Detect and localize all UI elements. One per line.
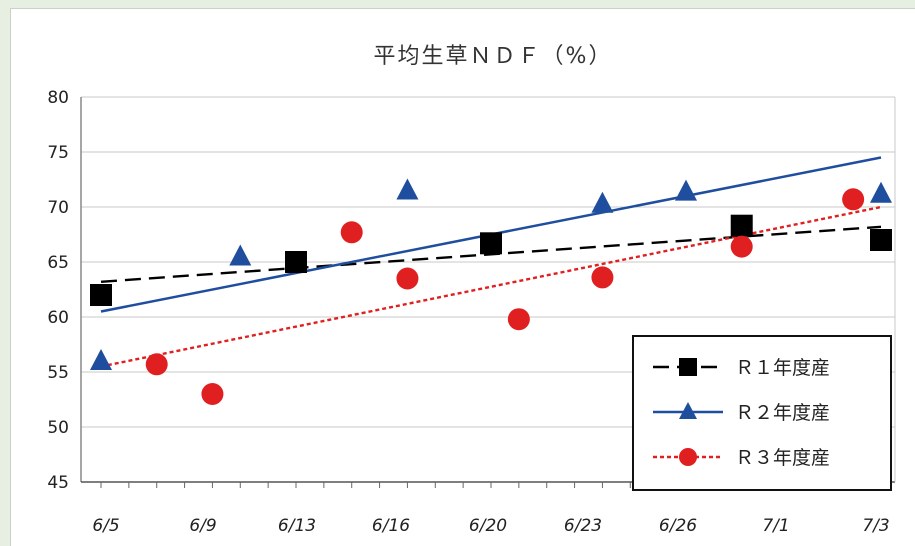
x-tick-label: 7/1: [762, 516, 789, 536]
data-point-square: [90, 284, 112, 306]
data-point-triangle: [870, 181, 892, 203]
chart-svg: 平均生草ＮＤＦ（%） 80 75 70 65 60 55 50 45 6/5 6/9 6/13 6/1…: [47, 44, 896, 536]
data-point-triangle: [229, 244, 252, 266]
x-tick-label: 6/20: [469, 516, 507, 536]
y-tick-label: 65: [47, 253, 69, 273]
y-tick-label: 60: [47, 308, 69, 328]
data-point-circle: [396, 267, 419, 290]
data-point-triangle: [675, 179, 697, 201]
y-tick-label: 45: [47, 473, 69, 493]
marker-layer: [90, 178, 892, 405]
data-point-square: [285, 251, 307, 273]
legend-label-series-1: Ｒ１年度産: [735, 357, 830, 379]
x-tick-label: 6/5: [92, 516, 119, 536]
data-point-circle: [842, 188, 865, 211]
x-tick-label: 6/26: [659, 516, 697, 536]
data-point-triangle: [396, 178, 419, 200]
legend-label-series-2: Ｒ２年度産: [735, 402, 830, 424]
data-point-circle: [340, 221, 363, 244]
chart-title: 平均生草ＮＤＦ（%）: [374, 44, 613, 69]
legend: Ｒ１年度産 Ｒ２年度産 Ｒ３年度産: [632, 335, 892, 491]
x-tick-label: 6/23: [564, 516, 602, 536]
x-tick-label: 6/16: [372, 516, 410, 536]
x-tick-label: 6/9: [189, 516, 216, 536]
data-point-square: [730, 214, 753, 237]
y-tick-label: 75: [47, 143, 69, 163]
data-point-triangle: [90, 349, 112, 370]
data-point-circle: [145, 353, 168, 376]
x-tick-label: 7/3: [862, 516, 889, 536]
legend-items: Ｒ１年度産 Ｒ２年度産 Ｒ３年度産: [653, 357, 830, 469]
y-tick-label: 55: [47, 363, 69, 383]
data-point-triangle: [591, 191, 614, 213]
data-point-square: [870, 229, 892, 251]
data-point-square: [480, 232, 502, 255]
y-tick-label: 80: [47, 88, 69, 108]
x-tick-label: 6/13: [278, 516, 316, 536]
data-point-circle: [507, 308, 530, 331]
y-tick-label: 70: [47, 198, 69, 218]
chart-frame: 平均生草ＮＤＦ（%） 80 75 70 65 60 55 50 45 6/5 6/9 6/13 6/1…: [10, 8, 915, 546]
data-point-circle: [730, 235, 753, 258]
data-point-circle: [201, 383, 224, 405]
axis-layer: 80 75 70 65 60 55 50 45 6/5 6/9 6/13 6/16 6/20 6/23 6/…: [47, 88, 896, 536]
legend-marker-square: [679, 358, 697, 376]
y-tick-label: 50: [47, 418, 69, 438]
legend-marker-triangle: [679, 402, 697, 419]
grid-layer: [81, 96, 895, 428]
legend-marker-circle: [679, 448, 697, 466]
legend-label-series-3: Ｒ３年度産: [735, 447, 830, 469]
data-point-circle: [591, 266, 614, 289]
